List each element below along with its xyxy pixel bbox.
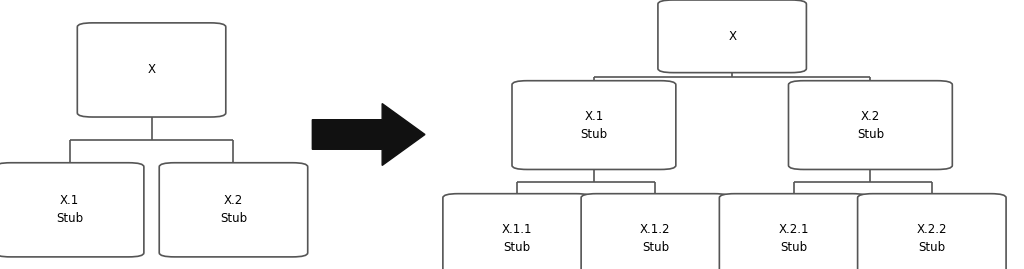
Text: X.1
Stub: X.1 Stub <box>56 194 83 225</box>
FancyBboxPatch shape <box>657 0 807 73</box>
Text: X.1.1
Stub: X.1.1 Stub <box>502 222 532 254</box>
Text: X.2.1
Stub: X.2.1 Stub <box>778 222 809 254</box>
Text: X.2
Stub: X.2 Stub <box>220 194 247 225</box>
FancyBboxPatch shape <box>78 23 226 117</box>
FancyBboxPatch shape <box>512 81 676 169</box>
FancyBboxPatch shape <box>160 163 308 257</box>
Text: X.2.2
Stub: X.2.2 Stub <box>916 222 947 254</box>
Text: X.1.2
Stub: X.1.2 Stub <box>640 222 671 254</box>
FancyBboxPatch shape <box>719 194 868 269</box>
Polygon shape <box>312 104 425 165</box>
Text: X.2
Stub: X.2 Stub <box>857 109 884 141</box>
FancyBboxPatch shape <box>858 194 1006 269</box>
FancyBboxPatch shape <box>0 163 143 257</box>
FancyBboxPatch shape <box>788 81 952 169</box>
FancyBboxPatch shape <box>582 194 729 269</box>
Text: X: X <box>728 30 736 43</box>
Text: X: X <box>147 63 156 76</box>
FancyBboxPatch shape <box>442 194 592 269</box>
Text: X.1
Stub: X.1 Stub <box>581 109 607 141</box>
